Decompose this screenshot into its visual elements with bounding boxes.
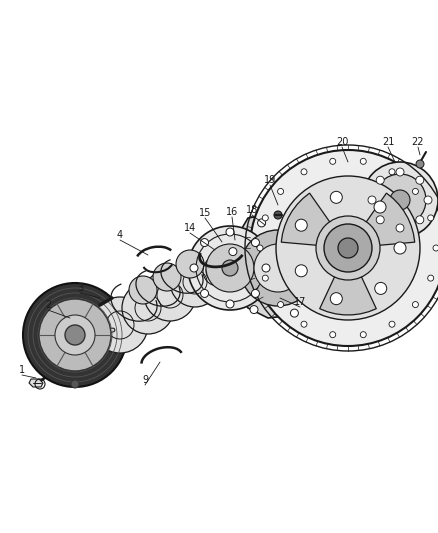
Text: 4: 4 — [117, 230, 123, 240]
Text: 2: 2 — [45, 300, 51, 310]
Circle shape — [65, 325, 85, 345]
Polygon shape — [364, 193, 415, 246]
Circle shape — [330, 293, 343, 305]
Circle shape — [240, 230, 316, 306]
Text: 3: 3 — [77, 283, 83, 293]
Circle shape — [250, 305, 258, 313]
Circle shape — [170, 257, 220, 307]
Text: 17: 17 — [294, 297, 306, 307]
Circle shape — [360, 158, 366, 164]
Circle shape — [201, 239, 208, 247]
Circle shape — [396, 168, 404, 176]
Circle shape — [229, 248, 237, 256]
Circle shape — [389, 169, 395, 175]
Text: 18: 18 — [246, 205, 258, 215]
Text: 20: 20 — [336, 137, 348, 147]
Circle shape — [374, 201, 386, 213]
Circle shape — [250, 150, 438, 346]
Circle shape — [396, 224, 404, 232]
Text: 15: 15 — [199, 208, 211, 218]
Circle shape — [206, 244, 254, 292]
Circle shape — [153, 263, 181, 291]
Circle shape — [39, 299, 111, 371]
Text: 9: 9 — [142, 375, 148, 385]
Circle shape — [274, 211, 282, 219]
Circle shape — [278, 302, 283, 308]
Circle shape — [278, 189, 283, 195]
Circle shape — [301, 169, 307, 175]
Circle shape — [196, 249, 240, 293]
Circle shape — [23, 283, 127, 387]
Circle shape — [295, 265, 307, 277]
Circle shape — [55, 315, 95, 355]
Circle shape — [222, 260, 238, 276]
Polygon shape — [235, 210, 322, 318]
Polygon shape — [281, 193, 332, 246]
Circle shape — [262, 264, 270, 272]
Circle shape — [424, 196, 432, 204]
Circle shape — [376, 216, 384, 224]
Text: 1: 1 — [19, 365, 25, 375]
Text: 19: 19 — [264, 175, 276, 185]
Circle shape — [330, 158, 336, 164]
Circle shape — [144, 269, 196, 321]
Circle shape — [389, 321, 395, 327]
Circle shape — [122, 282, 174, 334]
Circle shape — [374, 174, 426, 226]
Text: 22: 22 — [412, 137, 424, 147]
Circle shape — [330, 332, 336, 338]
Text: 16: 16 — [226, 207, 238, 217]
Circle shape — [71, 380, 79, 388]
Text: 21: 21 — [382, 137, 394, 147]
Polygon shape — [320, 273, 376, 315]
Circle shape — [316, 216, 380, 280]
Circle shape — [413, 302, 418, 308]
Text: 14: 14 — [184, 223, 196, 233]
Circle shape — [416, 160, 424, 168]
Circle shape — [290, 309, 298, 317]
Circle shape — [262, 215, 268, 221]
Circle shape — [330, 191, 343, 203]
Circle shape — [258, 219, 265, 227]
Circle shape — [338, 238, 358, 258]
Circle shape — [251, 289, 259, 297]
Circle shape — [92, 297, 148, 353]
Circle shape — [190, 264, 198, 272]
Circle shape — [324, 224, 372, 272]
Circle shape — [295, 219, 307, 231]
Circle shape — [257, 245, 263, 251]
Circle shape — [226, 300, 234, 308]
Circle shape — [375, 282, 387, 294]
Circle shape — [254, 244, 302, 292]
Circle shape — [427, 275, 434, 281]
Circle shape — [129, 276, 157, 304]
Circle shape — [413, 189, 418, 195]
Circle shape — [376, 176, 384, 184]
Circle shape — [262, 275, 268, 281]
Circle shape — [368, 196, 376, 204]
Circle shape — [394, 242, 406, 254]
Circle shape — [319, 280, 327, 288]
Circle shape — [416, 216, 424, 224]
Circle shape — [226, 228, 234, 236]
Circle shape — [301, 321, 307, 327]
Polygon shape — [29, 379, 43, 387]
Circle shape — [305, 227, 313, 235]
Circle shape — [201, 289, 208, 297]
Circle shape — [362, 162, 438, 238]
Circle shape — [390, 190, 410, 210]
Circle shape — [188, 226, 272, 310]
Circle shape — [194, 247, 242, 295]
Circle shape — [427, 215, 434, 221]
Circle shape — [433, 245, 438, 251]
Circle shape — [276, 176, 420, 320]
Circle shape — [416, 176, 424, 184]
Circle shape — [360, 332, 366, 338]
Circle shape — [251, 239, 259, 247]
Circle shape — [176, 250, 204, 278]
